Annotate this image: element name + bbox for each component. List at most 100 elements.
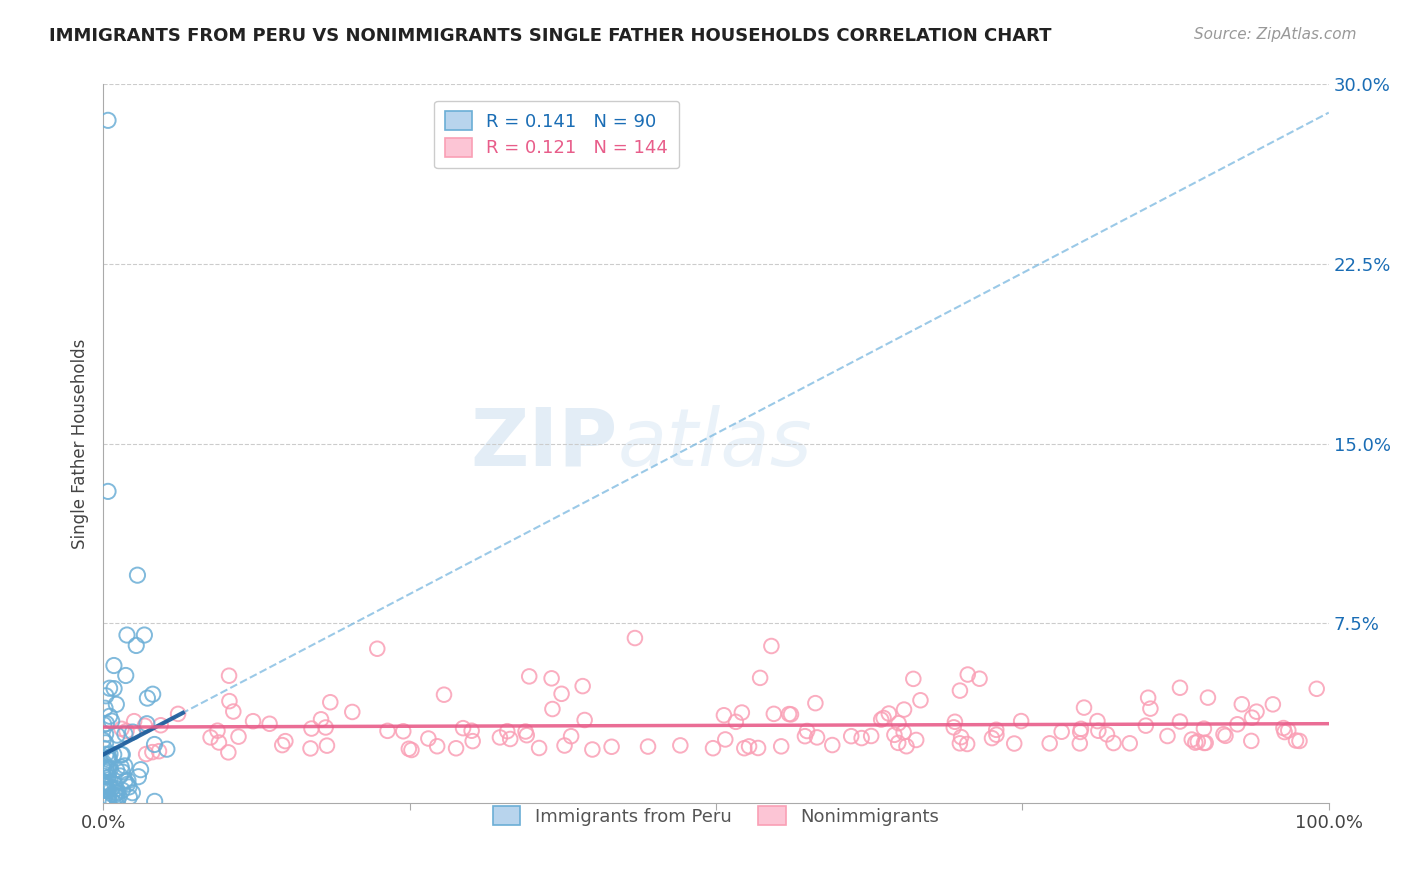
- Point: [111, 747, 134, 762]
- Point: [877, 706, 900, 721]
- Point: [97, 795, 120, 809]
- Text: ZIP: ZIP: [471, 404, 617, 483]
- Point: [1095, 727, 1118, 741]
- Point: [1050, 724, 1073, 739]
- Point: [148, 744, 170, 758]
- Point: [103, 658, 125, 673]
- Point: [93, 741, 115, 756]
- Point: [93, 756, 115, 771]
- Point: [794, 729, 817, 743]
- Point: [97, 782, 120, 797]
- Point: [129, 763, 152, 777]
- Point: [1069, 725, 1091, 739]
- Point: [1119, 736, 1142, 750]
- Point: [93, 779, 115, 793]
- Point: [93, 761, 115, 775]
- Point: [1192, 736, 1215, 750]
- Point: [301, 722, 323, 736]
- Point: [669, 739, 692, 753]
- Point: [94, 783, 117, 797]
- Point: [110, 760, 132, 774]
- Point: [274, 734, 297, 748]
- Point: [1168, 714, 1191, 729]
- Point: [309, 712, 332, 726]
- Point: [950, 730, 973, 744]
- Point: [111, 783, 134, 797]
- Point: [118, 790, 141, 805]
- Point: [94, 736, 117, 750]
- Point: [839, 729, 862, 743]
- Point: [637, 739, 659, 754]
- Point: [97, 791, 120, 805]
- Point: [1272, 721, 1295, 735]
- Point: [299, 741, 322, 756]
- Point: [97, 762, 120, 776]
- Point: [887, 736, 910, 750]
- Point: [516, 728, 538, 742]
- Point: [110, 747, 132, 762]
- Point: [93, 758, 115, 772]
- Point: [101, 795, 124, 809]
- Point: [167, 706, 190, 721]
- Point: [228, 730, 250, 744]
- Point: [101, 787, 124, 801]
- Point: [401, 743, 423, 757]
- Point: [127, 568, 149, 582]
- Point: [127, 770, 149, 784]
- Point: [949, 683, 972, 698]
- Point: [1230, 698, 1253, 712]
- Point: [242, 714, 264, 729]
- Point: [1187, 734, 1209, 748]
- Text: atlas: atlas: [617, 404, 813, 483]
- Point: [93, 717, 115, 731]
- Point: [624, 631, 647, 645]
- Point: [1073, 700, 1095, 714]
- Point: [418, 731, 440, 746]
- Point: [574, 713, 596, 727]
- Point: [141, 745, 163, 759]
- Point: [96, 780, 118, 794]
- Point: [122, 714, 145, 728]
- Point: [1184, 736, 1206, 750]
- Point: [98, 762, 121, 776]
- Point: [1261, 698, 1284, 712]
- Point: [1135, 719, 1157, 733]
- Point: [104, 788, 127, 802]
- Point: [981, 731, 1004, 745]
- Point: [1192, 722, 1215, 736]
- Point: [121, 786, 143, 800]
- Point: [821, 738, 844, 752]
- Point: [1215, 729, 1237, 743]
- Point: [97, 113, 120, 128]
- Point: [104, 777, 127, 791]
- Point: [143, 738, 166, 752]
- Point: [1069, 736, 1091, 750]
- Point: [91, 733, 114, 747]
- Y-axis label: Single Father Households: Single Father Households: [72, 338, 89, 549]
- Point: [733, 741, 755, 756]
- Point: [105, 789, 128, 804]
- Point: [554, 739, 576, 753]
- Point: [98, 709, 121, 723]
- Point: [125, 639, 148, 653]
- Point: [724, 714, 747, 729]
- Point: [107, 794, 129, 808]
- Point: [97, 484, 120, 499]
- Point: [1010, 714, 1032, 728]
- Point: [1139, 701, 1161, 715]
- Point: [460, 723, 482, 738]
- Point: [114, 759, 136, 773]
- Point: [1087, 723, 1109, 738]
- Text: Source: ZipAtlas.com: Source: ZipAtlas.com: [1194, 27, 1357, 42]
- Point: [96, 782, 118, 797]
- Point: [100, 781, 122, 796]
- Point: [156, 742, 179, 756]
- Point: [315, 721, 337, 735]
- Point: [540, 671, 562, 685]
- Point: [108, 769, 131, 783]
- Point: [893, 702, 915, 716]
- Point: [910, 693, 932, 707]
- Point: [94, 689, 117, 703]
- Point: [1305, 681, 1327, 696]
- Point: [1277, 723, 1299, 738]
